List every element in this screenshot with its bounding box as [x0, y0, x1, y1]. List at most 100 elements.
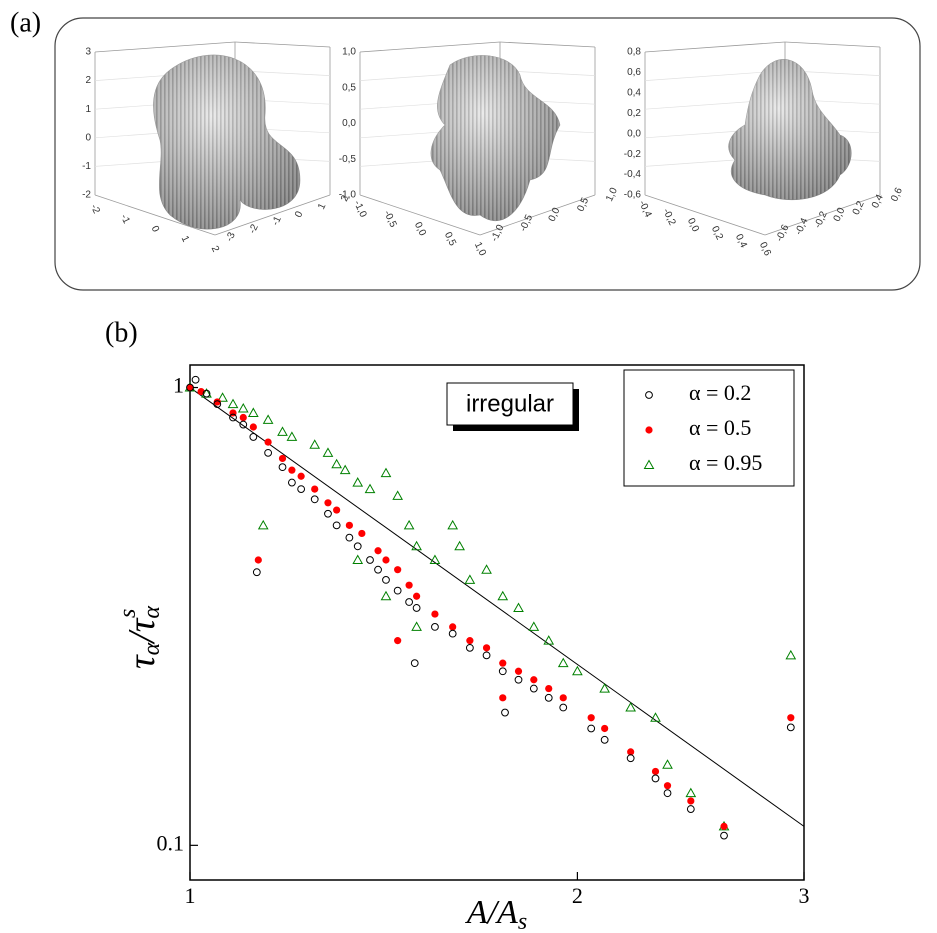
point — [652, 768, 659, 775]
z-tick-label: 3 — [85, 47, 91, 58]
z-tick-label: -0,5 — [339, 154, 357, 165]
point — [449, 630, 456, 637]
x-tick-label: 1 — [179, 234, 192, 244]
point — [686, 789, 695, 797]
legend-label: α = 0.5 — [689, 415, 751, 440]
figure: (a) 3210-1-2-2-1012210-1-2-31,00,50,0-0,… — [0, 0, 937, 933]
point — [412, 622, 421, 630]
point — [449, 623, 456, 630]
box-edge — [360, 42, 500, 52]
z-tick-label: 0,4 — [627, 87, 641, 98]
point — [455, 542, 464, 550]
point — [374, 547, 381, 554]
point — [264, 415, 273, 423]
point — [394, 587, 401, 594]
point — [341, 466, 350, 474]
point — [664, 782, 671, 789]
y-tick-label: -2 — [247, 222, 261, 235]
point — [588, 714, 595, 721]
x-tick-label: -2 — [88, 203, 102, 216]
point — [367, 557, 374, 564]
point — [310, 440, 319, 448]
point — [381, 592, 390, 600]
point — [413, 605, 420, 612]
point — [530, 685, 537, 692]
point — [381, 469, 390, 477]
point — [787, 714, 794, 721]
z-tick-label: -1,0 — [339, 190, 357, 201]
legend-marker — [645, 426, 652, 433]
point — [627, 755, 634, 762]
point — [346, 534, 353, 541]
z-tick-label: 0 — [85, 132, 91, 143]
point — [265, 438, 272, 445]
point — [601, 736, 608, 743]
y-tick-label: 1 — [173, 373, 184, 398]
z-tick-label: 0,6 — [627, 67, 641, 78]
point — [259, 521, 268, 529]
z-tick-label: 0,8 — [627, 47, 641, 58]
surface-plot: 3210-1-2-2-1012210-1-2-3 — [82, 42, 352, 254]
z-tick-label: 0,5 — [342, 82, 356, 93]
point — [431, 610, 438, 617]
point — [483, 652, 490, 659]
y-tick-label: -3 — [224, 230, 238, 243]
point — [287, 432, 296, 440]
point — [559, 659, 568, 667]
x-tick-label: -0,4 — [636, 199, 653, 220]
point — [250, 434, 257, 441]
point — [466, 637, 473, 644]
point — [544, 636, 553, 644]
point — [325, 510, 332, 517]
x-tick-label: 0,4 — [733, 232, 749, 250]
point — [432, 624, 439, 631]
point — [545, 685, 552, 692]
point — [405, 521, 414, 529]
point — [465, 575, 474, 583]
point — [406, 599, 413, 606]
x-tick-label: -0,2 — [660, 207, 677, 228]
point — [393, 491, 402, 499]
point — [375, 566, 382, 573]
point — [601, 725, 608, 732]
z-tick-label: -0,2 — [624, 149, 642, 160]
x-tick-label: 0,5 — [442, 230, 458, 248]
point — [265, 449, 272, 456]
annotation: irregular — [466, 390, 554, 417]
point — [382, 556, 389, 563]
y-label-part: /τ — [121, 617, 163, 645]
panel-b: 1230.11A/Asτα/ταsirregularα = 0.2α = 0.5… — [115, 365, 810, 933]
x-axis-label: A/As — [465, 894, 527, 933]
y-tick-label: 0,0 — [547, 206, 563, 224]
y-tick-label: 1 — [316, 201, 329, 211]
y-tick-label: 0,0 — [832, 206, 848, 224]
x-tick-label: 1 — [185, 883, 196, 908]
y-tick-label: 0,4 — [870, 192, 886, 210]
point — [354, 543, 361, 550]
x-tick-label: 2 — [572, 883, 583, 908]
point — [545, 694, 552, 701]
y-label-sup: s — [115, 609, 141, 618]
point — [560, 694, 567, 701]
point — [588, 725, 595, 732]
point — [279, 455, 286, 462]
point — [311, 496, 318, 503]
point — [346, 522, 353, 529]
point — [412, 542, 421, 550]
point — [720, 823, 727, 830]
x-tick-label: 0 — [149, 224, 162, 234]
point — [483, 644, 490, 651]
point — [502, 709, 509, 716]
point — [240, 414, 247, 421]
point — [394, 637, 401, 644]
z-tick-label: 0,2 — [627, 108, 641, 119]
point — [332, 460, 341, 468]
point — [229, 400, 238, 408]
surface-shade — [729, 59, 852, 199]
point — [311, 485, 318, 492]
x-tick-label: 3 — [799, 883, 810, 908]
point — [687, 797, 694, 804]
point — [239, 404, 248, 412]
y-tick-label: -1 — [270, 214, 284, 227]
box-edge — [645, 42, 785, 52]
